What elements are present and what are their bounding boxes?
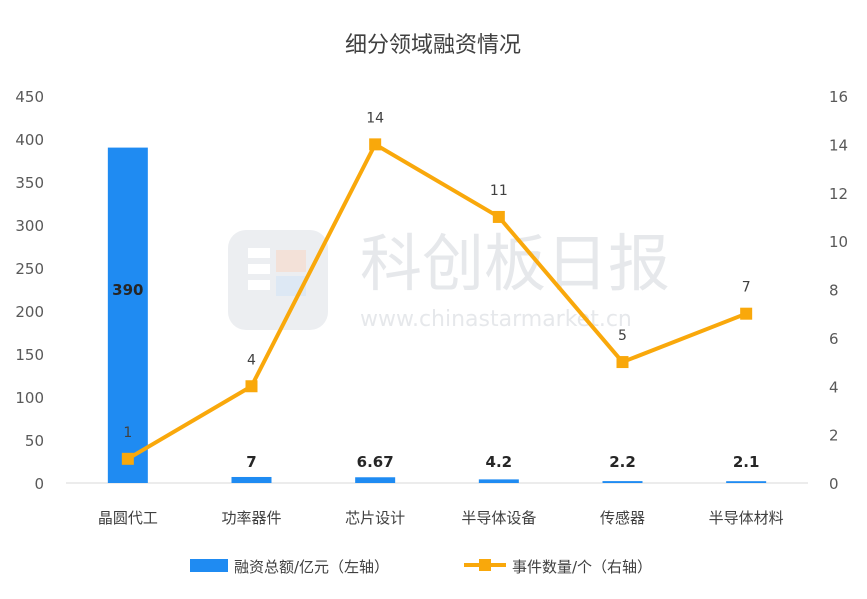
- y-right-tick-label: 16: [829, 88, 848, 106]
- bar-data-label: 2.2: [609, 453, 636, 471]
- watermark-logo-bar: [248, 280, 270, 290]
- legend-line-marker: [479, 559, 491, 571]
- x-axis: 晶圆代工 功率器件 芯片设计 半导体设备 传感器 半导体材料: [98, 509, 784, 527]
- bar-data-label: 2.1: [733, 453, 760, 471]
- x-tick-label: 传感器: [600, 509, 645, 527]
- line-data-label: 4: [247, 352, 256, 368]
- bar: [478, 479, 519, 483]
- y-left-tick-label: 350: [15, 174, 44, 192]
- bar: [107, 147, 148, 483]
- bar-data-label: 7: [246, 453, 256, 471]
- bar-data-labels: 390 7 6.67 4.2 2.2 2.1: [112, 281, 759, 471]
- bar: [602, 481, 643, 483]
- y-right-axis: 0 2 4 6 8 10 12 14 16: [829, 88, 848, 493]
- y-left-tick-label: 400: [15, 131, 44, 149]
- legend-bar-label: 融资总额/亿元（左轴）: [234, 558, 389, 576]
- bar: [355, 477, 396, 483]
- y-right-tick-label: 10: [829, 233, 848, 251]
- bar-data-label: 4.2: [486, 453, 513, 471]
- y-left-tick-label: 50: [25, 432, 44, 450]
- line-marker: [616, 356, 629, 369]
- line-data-label: 14: [366, 110, 384, 126]
- legend-bar-swatch: [190, 559, 228, 572]
- watermark-logo-block: [276, 250, 306, 272]
- x-tick-label: 半导体材料: [709, 509, 784, 527]
- y-left-tick-label: 200: [15, 303, 44, 321]
- x-tick-label: 半导体设备: [461, 509, 536, 527]
- y-right-tick-label: 8: [829, 282, 839, 300]
- y-left-tick-label: 250: [15, 260, 44, 278]
- watermark-logo-bar: [248, 248, 270, 258]
- line-series: [121, 138, 753, 465]
- line-data-label: 7: [742, 280, 751, 296]
- line-marker: [492, 210, 505, 223]
- line-data-label: 11: [490, 183, 508, 199]
- bar: [726, 481, 767, 483]
- line-marker: [369, 138, 382, 151]
- y-right-tick-label: 2: [829, 427, 839, 445]
- y-left-tick-label: 100: [15, 389, 44, 407]
- x-tick-label: 晶圆代工: [98, 509, 158, 527]
- watermark: 科创板日报 www.chinastarmarket.cn: [228, 227, 670, 332]
- line-marker: [121, 452, 134, 465]
- line-marker: [740, 307, 753, 320]
- y-left-tick-label: 450: [15, 88, 44, 106]
- line-marker: [245, 380, 258, 393]
- y-right-tick-label: 12: [829, 185, 848, 203]
- series-line: [126, 142, 747, 461]
- watermark-name: 科创板日报: [360, 227, 670, 300]
- y-left-axis: 0 50 100 150 200 250 300 350 400 450: [15, 88, 44, 493]
- bar-data-label: 6.67: [357, 453, 394, 471]
- line-data-label: 1: [123, 425, 132, 441]
- y-right-tick-label: 14: [829, 136, 848, 154]
- x-tick-label: 芯片设计: [345, 509, 405, 527]
- bar-series: [107, 147, 767, 483]
- y-left-tick-label: 0: [34, 475, 44, 493]
- watermark-logo-bar: [248, 264, 270, 274]
- legend-line-label: 事件数量/个（右轴）: [512, 558, 652, 576]
- x-tick-label: 功率器件: [221, 509, 281, 527]
- line-data-label: 5: [618, 328, 627, 344]
- bar: [231, 476, 272, 483]
- chart-title: 细分领域融资情况: [345, 33, 521, 58]
- y-right-tick-label: 0: [829, 475, 839, 493]
- y-right-tick-label: 4: [829, 378, 839, 396]
- bar-data-label: 390: [112, 281, 143, 299]
- y-right-tick-label: 6: [829, 330, 839, 348]
- y-left-tick-label: 300: [15, 217, 44, 235]
- legend: 融资总额/亿元（左轴） 事件数量/个（右轴）: [190, 558, 652, 576]
- y-left-tick-label: 150: [15, 346, 44, 364]
